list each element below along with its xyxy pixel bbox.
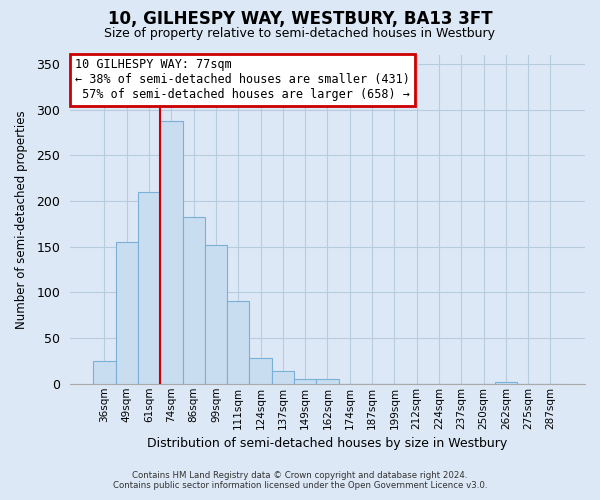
X-axis label: Distribution of semi-detached houses by size in Westbury: Distribution of semi-detached houses by … — [148, 437, 508, 450]
Bar — [138, 192, 160, 384]
Bar — [205, 245, 227, 384]
Bar — [116, 242, 138, 384]
Bar — [272, 371, 294, 384]
Y-axis label: Number of semi-detached properties: Number of semi-detached properties — [15, 110, 28, 328]
Bar — [227, 300, 250, 384]
Text: Contains HM Land Registry data © Crown copyright and database right 2024.
Contai: Contains HM Land Registry data © Crown c… — [113, 470, 487, 490]
Bar — [182, 216, 205, 384]
Text: Size of property relative to semi-detached houses in Westbury: Size of property relative to semi-detach… — [104, 28, 496, 40]
Bar — [316, 379, 338, 384]
Bar — [294, 379, 316, 384]
Bar — [94, 361, 116, 384]
Bar — [160, 121, 182, 384]
Text: 10 GILHESPY WAY: 77sqm
← 38% of semi-detached houses are smaller (431)
 57% of s: 10 GILHESPY WAY: 77sqm ← 38% of semi-det… — [75, 58, 410, 102]
Bar — [494, 382, 517, 384]
Bar — [250, 358, 272, 384]
Text: 10, GILHESPY WAY, WESTBURY, BA13 3FT: 10, GILHESPY WAY, WESTBURY, BA13 3FT — [107, 10, 493, 28]
